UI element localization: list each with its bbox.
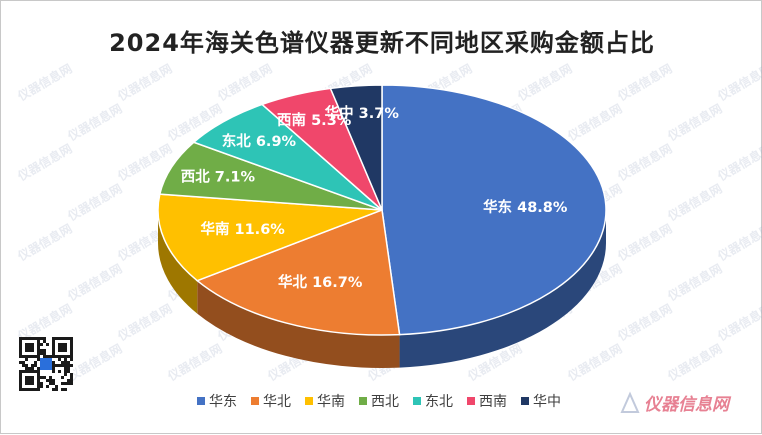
watermark-logo-text: 仪器信息网 <box>644 395 732 415</box>
legend-swatch-西北 <box>359 397 367 405</box>
watermark-text: 仪器信息网 <box>614 141 674 184</box>
pie-slice-西北 <box>158 141 383 211</box>
watermark-text: 仪器信息网 <box>664 181 724 224</box>
legend-label-华北: 华北 <box>263 394 291 410</box>
watermark-text: 仪器信息网 <box>64 341 124 384</box>
slice-label-华东: 华东 48.8% <box>483 198 568 216</box>
slice-label-西北: 西北 7.1% <box>181 169 256 186</box>
legend-label-华南: 华南 <box>317 394 345 410</box>
watermark-text: 仪器信息网 <box>114 61 174 104</box>
legend-swatch-华北 <box>251 397 259 405</box>
qr-code-icon <box>19 337 73 391</box>
pie-slice-华东 <box>381 84 607 336</box>
slice-label-东北: 东北 6.9% <box>222 132 297 150</box>
legend-swatch-华南 <box>305 397 313 405</box>
pie-side-华东 <box>399 210 606 368</box>
legend-swatch-东北 <box>413 397 421 405</box>
legend-label-华中: 华中 <box>533 394 561 410</box>
watermark-text: 仪器信息网 <box>114 301 174 344</box>
watermark-text: 仪器信息网 <box>664 101 724 144</box>
watermark-text: 仪器信息网 <box>14 61 74 104</box>
watermark-text: 仪器信息网 <box>614 61 674 104</box>
pie-slice-华南 <box>157 193 383 282</box>
chart-title: 2024年海关色谱仪器更新不同地区采购金额占比 <box>109 29 655 57</box>
watermark-text: 仪器信息网 <box>564 341 624 384</box>
legend-swatch-华中 <box>521 397 529 405</box>
watermark-text: 仪器信息网 <box>664 341 724 384</box>
pie-side-华北 <box>197 280 400 368</box>
slice-label-华南: 华南 11.6% <box>200 220 285 238</box>
legend-label-西北: 西北 <box>371 394 399 410</box>
watermark-text: 仪器信息网 <box>164 341 224 384</box>
watermark-text: 仪器信息网 <box>64 101 124 144</box>
watermark-text: 仪器信息网 <box>714 141 762 184</box>
slice-label-华北: 华北 16.7% <box>278 273 363 291</box>
watermark-text: 仪器信息网 <box>564 101 624 144</box>
watermark-text: 仪器信息网 <box>714 61 762 104</box>
legend-swatch-华东 <box>197 397 205 405</box>
legend-label-西南: 西南 <box>479 394 507 410</box>
watermark-text: 仪器信息网 <box>714 221 762 264</box>
legend: 华东 华北 华南 西北 东北 西南 华中 <box>197 394 561 410</box>
watermark-text: 仪器信息网 <box>714 301 762 344</box>
pie-slices <box>157 84 607 336</box>
watermark-text: 仪器信息网 <box>614 221 674 264</box>
watermark-text: 仪器信息网 <box>14 141 74 184</box>
watermark-text: 仪器信息网 <box>64 261 124 304</box>
watermark-text: 仪器信息网 <box>514 61 574 104</box>
watermark-logo: 仪器信息网 <box>620 391 732 415</box>
watermark-text: 仪器信息网 <box>64 181 124 224</box>
legend-label-东北: 东北 <box>425 394 453 410</box>
slice-labels: 华东 48.8% 华北 16.7% 华南 11.6% 西北 7.1% 东北 6.9% 西南… <box>181 104 568 291</box>
slice-label-西南: 西南 5.3% <box>277 111 352 129</box>
watermark-text: 仪器信息网 <box>214 61 274 104</box>
pie-slice-华中 <box>329 84 383 211</box>
legend-label-华东: 华东 <box>209 394 237 410</box>
watermark-text: 仪器信息网 <box>614 301 674 344</box>
pie-slice-华北 <box>195 208 401 336</box>
legend-swatch-西南 <box>467 397 475 405</box>
watermark-text: 仪器信息网 <box>664 261 724 304</box>
slice-label-华中: 华中 3.7% <box>325 104 400 122</box>
watermark-text: 仪器信息网 <box>14 221 74 264</box>
